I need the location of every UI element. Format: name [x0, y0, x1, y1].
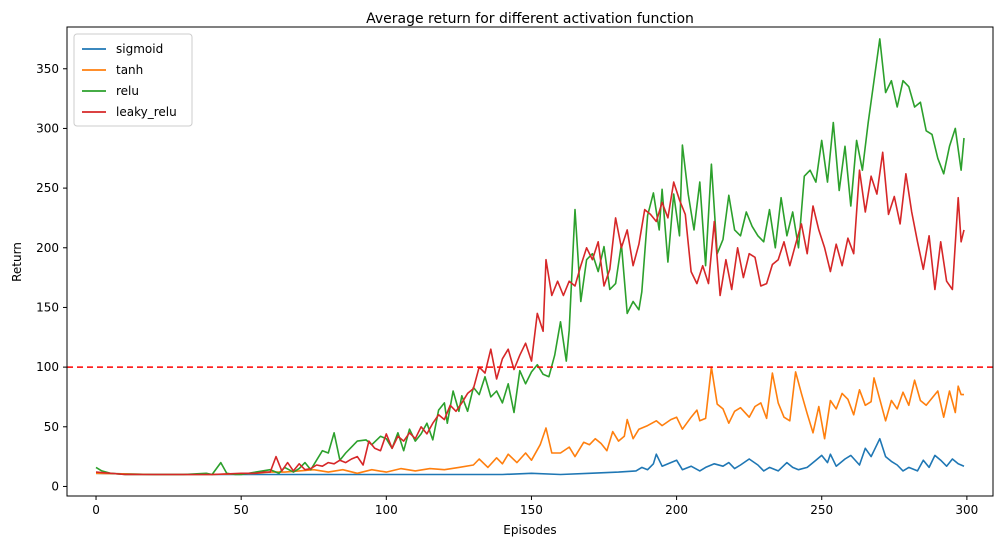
plot-frame — [66, 26, 994, 497]
y-tick-label: 300 — [36, 121, 59, 135]
series-line-relu — [95, 38, 965, 476]
legend-label-relu: relu — [116, 84, 139, 98]
series-line-sigmoid — [95, 437, 965, 476]
legend-box — [73, 33, 193, 127]
x-axis-label: Episodes — [503, 523, 556, 537]
y-tick-label: 0 — [51, 479, 59, 493]
y-tick-label: 250 — [36, 181, 59, 195]
x-tick-label: 200 — [665, 503, 688, 517]
legend: sigmoid tanh relu leaky_relu — [73, 33, 193, 127]
y-tick-label: 150 — [36, 300, 59, 314]
chart-title: Average return for different activation … — [366, 11, 694, 27]
y-axis: 0 50 100 150 200 250 300 350 — [36, 62, 67, 493]
x-tick-label: 100 — [375, 503, 398, 517]
x-tick-label: 300 — [955, 503, 978, 517]
x-tick-label: 250 — [810, 503, 833, 517]
y-tick-label: 100 — [36, 360, 59, 374]
legend-label-sigmoid: sigmoid — [116, 42, 163, 56]
y-tick-label: 200 — [36, 241, 59, 255]
legend-label-tanh: tanh — [116, 63, 143, 77]
y-tick-label: 50 — [44, 420, 59, 434]
series-line-leaky-relu — [95, 151, 965, 476]
x-tick-label: 0 — [92, 503, 100, 517]
x-tick-label: 150 — [520, 503, 543, 517]
plot-background — [67, 27, 993, 496]
legend-label-leaky-relu: leaky_relu — [116, 105, 177, 119]
series-line-tanh — [95, 366, 964, 476]
x-tick-label: 50 — [234, 503, 249, 517]
plot-area — [66, 26, 994, 497]
x-axis: 0 50 100 150 200 250 300 — [92, 496, 978, 517]
y-tick-label: 350 — [36, 62, 59, 76]
series-layer — [95, 38, 965, 476]
y-axis-label: Return — [10, 242, 24, 282]
